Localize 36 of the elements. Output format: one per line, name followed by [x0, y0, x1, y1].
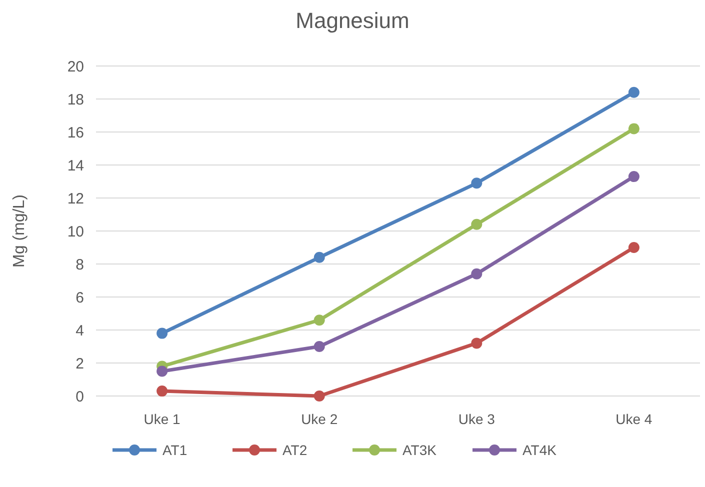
point: [314, 341, 325, 352]
y-tick-label: 14: [67, 157, 84, 174]
point: [314, 390, 325, 402]
x-tick-label: Uke 2: [301, 411, 338, 427]
point: [471, 178, 482, 189]
point: [628, 171, 640, 182]
y-axis-title: Mg (mg/L): [11, 194, 28, 268]
legend-label: AT3K: [402, 442, 438, 458]
y-tick-label: 6: [76, 289, 84, 306]
y-tick-label: 20: [67, 58, 84, 76]
y-tick-label: 12: [67, 190, 84, 208]
y-tick-label: 16: [67, 124, 84, 142]
point: [471, 218, 482, 230]
y-tick-label: 2: [76, 355, 84, 372]
point: [314, 314, 325, 326]
point: [471, 268, 482, 280]
point: [314, 252, 325, 263]
point: [628, 86, 640, 98]
point: [628, 242, 640, 253]
legend-label: AT1: [162, 442, 188, 458]
y-tick-label: 0: [76, 388, 84, 406]
point: [156, 328, 168, 339]
x-tick-label: Uke 3: [458, 411, 496, 427]
chart-title: Magnesium: [296, 8, 410, 33]
legend-label: AT4K: [522, 442, 558, 458]
x-tick-label: Uke 4: [616, 411, 652, 427]
y-tick-label: 4: [76, 322, 84, 340]
point: [156, 366, 168, 377]
legend-label: AT2: [282, 442, 308, 458]
point: [628, 123, 640, 134]
y-tick-label: 8: [76, 256, 84, 274]
y-tick-label: 18: [67, 91, 84, 108]
x-tick-label: Uke 1: [144, 411, 181, 427]
point: [471, 338, 482, 349]
point: [156, 386, 168, 397]
y-tick-label: 10: [67, 223, 84, 240]
